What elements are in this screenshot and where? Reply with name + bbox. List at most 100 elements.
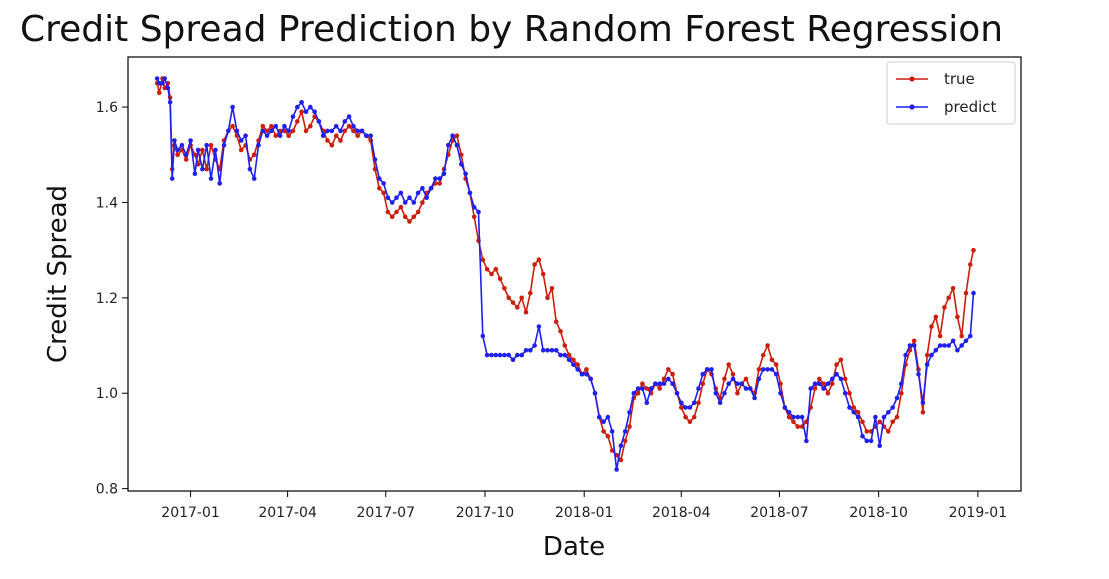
data-point-true bbox=[726, 362, 731, 367]
data-point-predict bbox=[463, 171, 468, 177]
data-point-true bbox=[394, 209, 399, 215]
data-point-predict bbox=[907, 343, 913, 348]
data-point-true bbox=[937, 333, 943, 339]
data-point-predict bbox=[924, 362, 930, 367]
data-point-predict bbox=[786, 410, 792, 415]
data-point-true bbox=[192, 152, 198, 158]
data-point-predict bbox=[536, 324, 542, 329]
data-point-true bbox=[959, 333, 964, 339]
data-point-true bbox=[437, 181, 443, 186]
data-point-predict bbox=[592, 390, 598, 396]
data-point-true bbox=[971, 247, 976, 253]
data-point-predict bbox=[183, 152, 189, 158]
data-point-predict bbox=[627, 410, 632, 415]
data-point-predict bbox=[286, 128, 292, 134]
data-point-predict bbox=[968, 333, 973, 339]
data-point-predict bbox=[635, 386, 641, 391]
x-tick-label: 2017-10 bbox=[456, 505, 515, 521]
data-point-predict bbox=[687, 405, 693, 410]
data-point-predict bbox=[661, 381, 667, 387]
data-point-true bbox=[635, 390, 641, 396]
data-point-predict bbox=[778, 390, 783, 396]
data-point-predict bbox=[782, 405, 788, 410]
data-point-predict bbox=[195, 147, 201, 153]
data-point-true bbox=[864, 429, 870, 434]
data-point-predict bbox=[172, 138, 177, 143]
data-point-true bbox=[407, 219, 412, 224]
y-tick-label: 1.4 bbox=[96, 195, 118, 211]
data-point-predict bbox=[342, 119, 348, 124]
data-point-predict bbox=[640, 386, 645, 391]
data-point-predict bbox=[502, 352, 507, 358]
x-tick-label: 2018-04 bbox=[652, 505, 711, 521]
data-point-true bbox=[536, 257, 542, 263]
data-point-predict bbox=[571, 362, 576, 367]
data-point-predict bbox=[838, 376, 844, 382]
data-point-true bbox=[510, 300, 516, 305]
data-point-true bbox=[834, 362, 839, 367]
data-point-true bbox=[303, 128, 309, 134]
data-point-predict bbox=[441, 171, 447, 177]
data-point-true bbox=[420, 200, 425, 205]
data-point-true bbox=[679, 405, 684, 410]
data-point-predict bbox=[877, 443, 882, 449]
data-point-predict bbox=[946, 343, 951, 348]
data-point-predict bbox=[709, 367, 714, 372]
data-point-predict bbox=[808, 386, 813, 391]
data-point-predict bbox=[277, 133, 283, 138]
data-point-true bbox=[493, 266, 499, 272]
data-point-true bbox=[523, 309, 529, 315]
data-point-true bbox=[838, 357, 844, 363]
data-point-predict bbox=[920, 400, 926, 406]
data-point-predict bbox=[873, 414, 878, 420]
data-point-predict bbox=[588, 376, 593, 382]
data-point-predict bbox=[489, 352, 494, 358]
data-point-predict bbox=[683, 405, 688, 410]
x-tick-label: 2017-01 bbox=[161, 505, 220, 521]
data-point-predict bbox=[179, 142, 185, 148]
data-point-predict bbox=[192, 171, 198, 177]
data-point-true bbox=[825, 390, 831, 396]
data-point-true bbox=[540, 271, 546, 277]
data-point-predict bbox=[622, 429, 628, 434]
data-point-true bbox=[480, 257, 486, 263]
legend-marker-predict bbox=[909, 104, 915, 110]
data-point-predict bbox=[730, 376, 736, 382]
data-point-true bbox=[691, 414, 697, 420]
data-point-predict bbox=[394, 195, 399, 200]
data-point-predict bbox=[540, 348, 546, 353]
data-point-true bbox=[415, 209, 421, 215]
data-point-predict bbox=[446, 142, 451, 148]
data-point-predict bbox=[260, 128, 266, 134]
data-point-predict bbox=[799, 414, 805, 420]
data-point-predict bbox=[890, 405, 895, 410]
data-point-true bbox=[769, 357, 775, 363]
data-point-true bbox=[890, 419, 895, 425]
data-point-predict bbox=[385, 195, 391, 200]
data-point-predict bbox=[165, 85, 171, 91]
data-point-predict bbox=[175, 147, 180, 153]
data-point-true bbox=[175, 152, 180, 158]
data-point-true bbox=[273, 133, 279, 138]
data-point-true bbox=[489, 271, 494, 277]
data-point-predict bbox=[359, 128, 365, 134]
data-point-true bbox=[886, 429, 891, 434]
data-point-predict bbox=[942, 343, 947, 348]
data-point-true bbox=[338, 138, 343, 143]
data-point-true bbox=[346, 123, 352, 129]
y-axis-label: Credit Spread bbox=[43, 185, 73, 363]
data-point-true bbox=[894, 414, 900, 420]
data-point-predict bbox=[696, 386, 701, 391]
data-point-true bbox=[295, 119, 300, 124]
data-point-predict bbox=[299, 100, 304, 105]
data-point-predict bbox=[346, 114, 352, 119]
data-point-predict bbox=[575, 367, 580, 372]
data-point-true bbox=[946, 295, 951, 301]
x-tick-label: 2019-01 bbox=[949, 505, 1008, 521]
data-point-predict bbox=[717, 400, 723, 406]
data-point-true bbox=[342, 128, 348, 134]
data-point-predict bbox=[398, 190, 404, 196]
x-axis: 2017-01 2017-04 2017-07 2017-10 2018-01 2018-… bbox=[161, 491, 1007, 521]
data-point-predict bbox=[320, 133, 326, 138]
